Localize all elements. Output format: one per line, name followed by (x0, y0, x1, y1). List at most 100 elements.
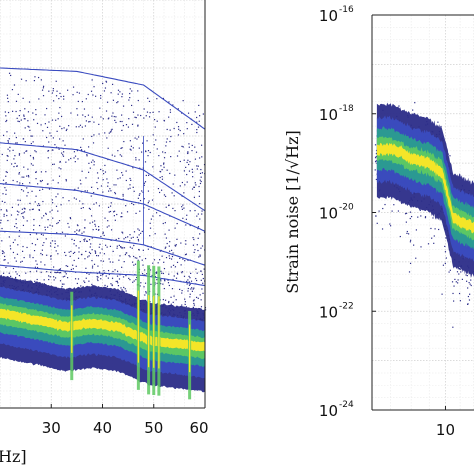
outlier-point (168, 245, 170, 247)
outlier-point (189, 293, 191, 295)
outlier-point (168, 255, 170, 257)
outlier-point (164, 222, 166, 224)
scatter-point (413, 244, 415, 246)
outlier-point (132, 111, 135, 113)
outlier-point (132, 147, 134, 149)
left-x-axis-label: Hz] (0, 447, 27, 466)
outlier-point (79, 124, 82, 126)
outlier-point (170, 303, 172, 305)
outlier-point (73, 259, 75, 262)
outlier-point (91, 237, 93, 239)
outlier-point (158, 155, 160, 157)
outlier-point (57, 210, 59, 212)
outlier-point (144, 257, 147, 260)
outlier-point (80, 149, 83, 151)
outlier-point (47, 183, 49, 185)
outlier-point (174, 227, 176, 229)
outlier-point (11, 110, 14, 112)
outlier-point (196, 128, 198, 131)
outlier-point (35, 233, 38, 235)
outlier-point (167, 282, 170, 284)
outlier-point (42, 234, 44, 236)
outlier-point (73, 239, 76, 242)
outlier-point (61, 127, 63, 130)
outlier-point (48, 278, 50, 281)
outlier-point (72, 86, 75, 88)
scatter-point (434, 228, 436, 230)
outlier-point (118, 259, 120, 261)
outlier-point (155, 271, 157, 274)
outlier-point (87, 93, 89, 96)
outlier-point (127, 188, 129, 190)
outlier-point (195, 268, 197, 270)
outlier-point (77, 100, 79, 103)
outlier-point (60, 95, 62, 98)
outlier-point (200, 270, 202, 272)
outlier-point (53, 279, 55, 281)
outlier-point (144, 294, 146, 296)
outlier-point (194, 249, 196, 251)
outlier-point (6, 131, 8, 133)
outlier-point (195, 296, 198, 299)
outlier-point (33, 80, 36, 82)
outlier-point (10, 275, 12, 277)
outlier-point (159, 250, 161, 252)
right-y-tick-exponent: -20 (339, 203, 354, 213)
outlier-point (88, 162, 90, 164)
outlier-point (44, 229, 47, 231)
outlier-point (125, 124, 128, 126)
outlier-point (117, 285, 120, 287)
outlier-point (23, 217, 25, 219)
scatter-point (457, 282, 459, 284)
outlier-point (53, 163, 55, 165)
outlier-point (39, 189, 41, 191)
outlier-point (107, 277, 109, 279)
outlier-point (172, 183, 174, 185)
outlier-point (3, 213, 5, 215)
outlier-point (113, 184, 115, 186)
outlier-point (183, 159, 185, 161)
outlier-point (30, 163, 33, 165)
outlier-point (107, 118, 109, 120)
outlier-point (167, 279, 169, 281)
outlier-point (117, 282, 119, 284)
outlier-point (195, 277, 197, 280)
outlier-point (95, 95, 97, 97)
outlier-point (144, 161, 147, 163)
outlier-point (97, 188, 99, 190)
outlier-point (9, 245, 11, 247)
outlier-point (27, 191, 29, 194)
outlier-point (123, 238, 125, 240)
outlier-point (65, 265, 67, 267)
outlier-point (62, 155, 65, 157)
outlier-point (17, 120, 19, 122)
scatter-point (466, 275, 468, 277)
outlier-point (170, 296, 172, 298)
outlier-point (65, 254, 67, 257)
outlier-point (22, 190, 25, 192)
outlier-point (177, 273, 179, 275)
outlier-point (116, 247, 118, 249)
outlier-point (191, 290, 193, 292)
scatter-point (405, 212, 408, 214)
outlier-point (45, 212, 47, 214)
outlier-point (200, 168, 202, 171)
outlier-point (106, 246, 108, 248)
outlier-point (112, 261, 114, 263)
outlier-point (121, 155, 123, 157)
outlier-point (99, 252, 101, 254)
outlier-point (175, 277, 178, 279)
outlier-point (7, 141, 10, 143)
outlier-point (60, 204, 62, 206)
scatter-point (433, 235, 435, 237)
outlier-point (168, 300, 170, 303)
outlier-point (18, 120, 20, 123)
outlier-point (116, 245, 118, 247)
outlier-point (111, 115, 113, 117)
outlier-point (29, 233, 31, 236)
outlier-point (2, 134, 5, 136)
outlier-point (41, 217, 43, 219)
outlier-point (16, 142, 18, 144)
outlier-point (17, 199, 19, 201)
outlier-point (105, 244, 107, 246)
